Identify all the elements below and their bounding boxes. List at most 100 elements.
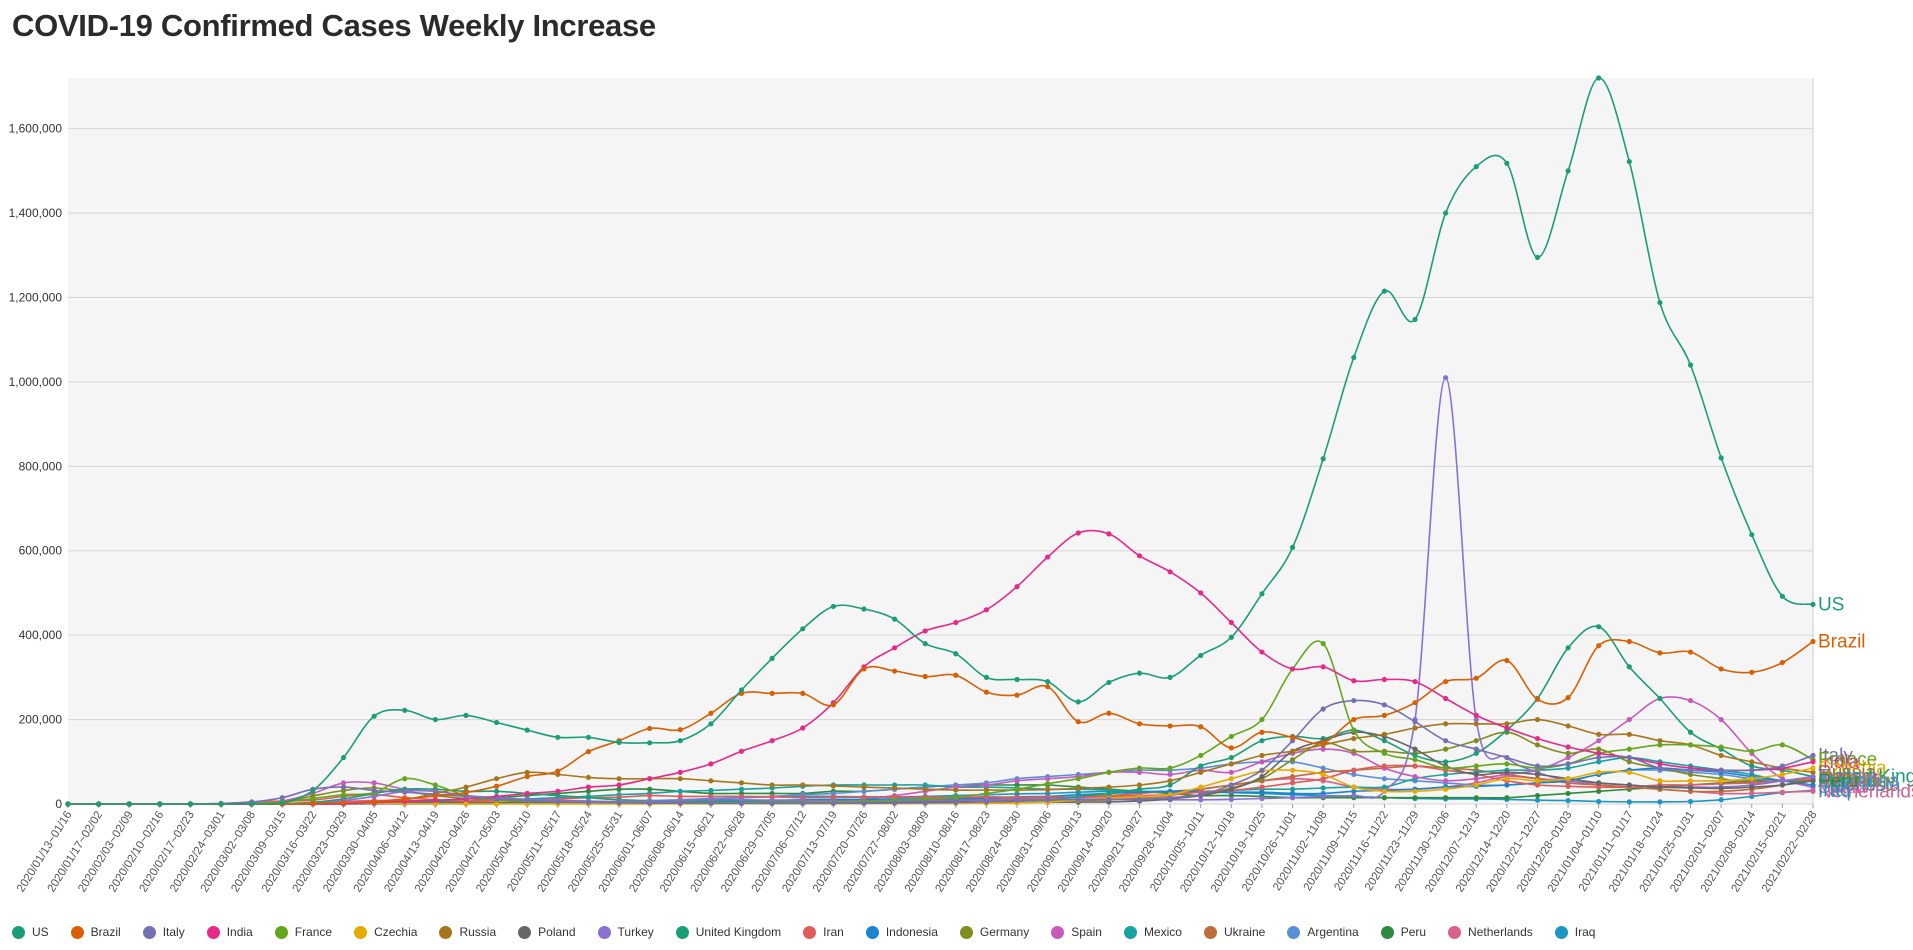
x-tick-label: 2020/10/05~10/11: [1148, 809, 1207, 894]
legend-item-india[interactable]: India: [206, 925, 253, 939]
data-point: [1810, 638, 1816, 645]
data-point: [1259, 591, 1265, 597]
data-point: [1412, 725, 1418, 731]
data-point: [1687, 729, 1694, 735]
data-point: [861, 794, 867, 800]
data-point: [1167, 765, 1173, 771]
data-point: [126, 801, 132, 807]
data-point: [922, 786, 928, 792]
series-group: [65, 75, 1816, 807]
data-point: [1351, 727, 1357, 733]
data-point: [1381, 712, 1388, 718]
legend-label: Iraq: [1574, 925, 1596, 939]
data-point: [1626, 769, 1632, 775]
legend-item-ukraine[interactable]: Ukraine: [1203, 925, 1265, 939]
data-point: [1289, 734, 1296, 740]
series-line-italy: [68, 699, 1814, 805]
legend-item-indonesia[interactable]: Indonesia: [865, 925, 938, 939]
data-point: [1596, 624, 1602, 630]
legend-label: France: [294, 925, 333, 939]
legend-item-iraq[interactable]: Iraq: [1554, 925, 1596, 939]
data-point: [1596, 759, 1602, 765]
data-point: [1075, 785, 1081, 791]
x-tick-label: 2020/06/22~06/28: [689, 809, 748, 894]
data-point: [1473, 164, 1479, 170]
end-label-netherlands: Netherlands: [1818, 781, 1913, 802]
data-point: [1810, 778, 1816, 784]
data-point: [1136, 721, 1143, 727]
data-point: [1596, 798, 1602, 805]
data-point: [402, 776, 408, 782]
legend-item-spain[interactable]: Spain: [1051, 925, 1102, 939]
legend-item-italy[interactable]: Italy: [142, 925, 185, 939]
data-point: [493, 776, 500, 782]
legend-item-russia[interactable]: Russia: [439, 925, 496, 939]
x-tick-label: 2020/10/26~11/01: [1240, 809, 1299, 894]
x-tick-label: 2021/01/04~01/10: [1546, 809, 1605, 894]
legend-item-us[interactable]: US: [12, 925, 49, 939]
x-tick-label: 2020/04/20~04/26: [413, 809, 472, 894]
legend-item-poland[interactable]: Poland: [518, 925, 576, 939]
legend-item-peru[interactable]: Peru: [1380, 925, 1426, 939]
data-point: [1810, 773, 1816, 780]
data-point: [1565, 776, 1571, 782]
data-point: [1687, 771, 1694, 778]
legend-item-brazil[interactable]: Brazil: [70, 925, 121, 939]
x-tick-label: 2020/01/13~01/16: [15, 809, 74, 894]
legend-item-turkey[interactable]: Turkey: [597, 925, 654, 939]
legend-item-czechia[interactable]: Czechia: [354, 925, 417, 939]
data-point: [1259, 773, 1265, 780]
data-point: [1657, 650, 1663, 656]
data-point: [1351, 748, 1357, 754]
legend-item-germany[interactable]: Germany: [959, 925, 1029, 939]
legend-item-france[interactable]: France: [274, 925, 333, 939]
legend-item-mexico[interactable]: Mexico: [1123, 925, 1182, 939]
data-point: [1381, 738, 1388, 744]
data-point: [983, 782, 990, 788]
data-point: [585, 788, 592, 794]
legend-item-netherlands[interactable]: Netherlands: [1448, 925, 1533, 939]
data-point: [1320, 771, 1326, 778]
data-point: [524, 773, 530, 780]
data-point: [340, 800, 347, 806]
data-point: [1779, 789, 1785, 795]
legend-item-iran[interactable]: Iran: [803, 925, 844, 939]
end-label-france: France: [1818, 750, 1877, 771]
data-point: [1381, 731, 1388, 737]
legend-label: US: [32, 925, 49, 939]
end-label-turkey: Turkey: [1818, 767, 1876, 788]
data-point: [1381, 288, 1388, 294]
data-point: [1045, 797, 1051, 803]
data-point: [1045, 554, 1051, 560]
data-point: [1626, 799, 1632, 805]
data-point: [677, 776, 683, 782]
data-point: [1259, 729, 1265, 735]
legend-item-argentina[interactable]: Argentina: [1287, 925, 1359, 939]
data-point: [1167, 569, 1173, 575]
chart-title: COVID-19 Confirmed Cases Weekly Increase: [12, 8, 656, 43]
end-label-czechia: Czechia: [1818, 758, 1887, 779]
series-brazil: [65, 638, 1816, 807]
data-point: [1320, 776, 1326, 782]
data-point: [830, 800, 836, 806]
data-point: [1687, 649, 1694, 655]
data-point: [310, 800, 316, 807]
x-tick-label: 2020/07/20~07/26: [811, 809, 870, 894]
data-point: [1749, 776, 1755, 782]
x-tick-label: 2020/04/06~04/12: [352, 809, 411, 894]
legend-label: United Kingdom: [695, 925, 782, 939]
data-point: [1565, 761, 1571, 767]
data-point: [953, 794, 959, 800]
data-point: [463, 801, 469, 807]
legend-item-united-kingdom[interactable]: United Kingdom: [675, 925, 782, 939]
data-point: [800, 690, 806, 697]
legend-label: Mexico: [1143, 925, 1182, 939]
data-point: [953, 651, 959, 657]
data-point: [1228, 769, 1234, 775]
end-label-india: India: [1818, 752, 1860, 773]
data-point: [1014, 778, 1020, 784]
legend-label: Russia: [459, 925, 497, 939]
data-point: [1136, 769, 1143, 775]
data-point: [1565, 750, 1571, 756]
data-point: [1136, 765, 1143, 771]
